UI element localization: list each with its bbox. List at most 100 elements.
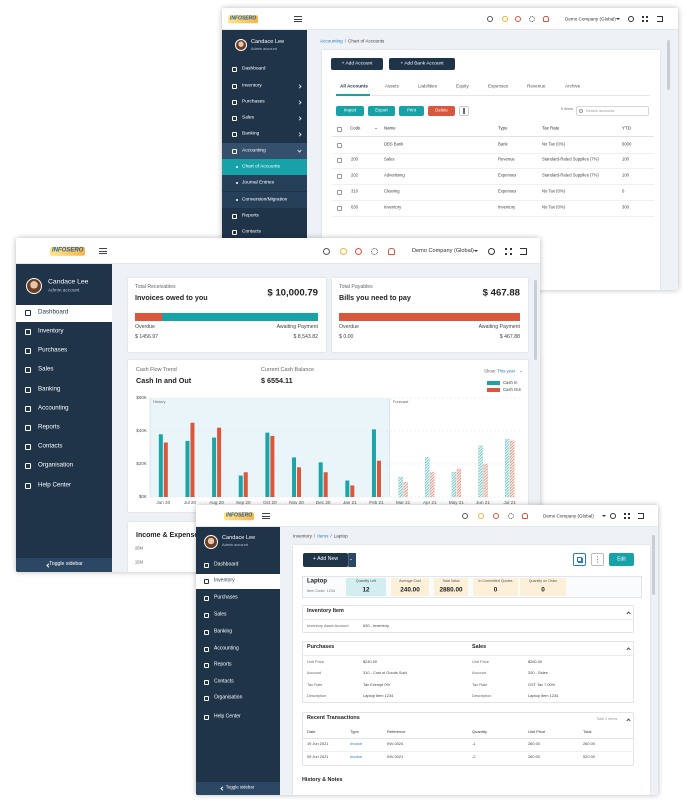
grid-icon[interactable] (504, 247, 512, 255)
action-button-label[interactable]: Import (343, 107, 357, 113)
copy-button[interactable] (573, 553, 586, 566)
menu-item[interactable]: Sales (214, 611, 227, 618)
exit-icon[interactable] (657, 16, 663, 22)
bell-icon[interactable] (543, 16, 549, 22)
exit-icon[interactable] (519, 247, 527, 255)
menu-item[interactable]: Accounting (242, 148, 266, 154)
add-bank-account-button[interactable] (389, 58, 455, 70)
menu-toggle[interactable] (262, 513, 270, 519)
menu-item[interactable]: Help Center (38, 481, 72, 489)
transaction-type-link[interactable]: Invoice (350, 740, 363, 746)
amber-icon[interactable] (478, 513, 484, 519)
menu-item[interactable]: Reports (242, 213, 259, 219)
column-header[interactable]: Type (498, 125, 508, 131)
sidebar-toggle[interactable]: Toggle sidebar (225, 784, 255, 790)
gear-icon[interactable] (529, 16, 535, 22)
menu-item[interactable]: Banking (38, 385, 61, 393)
menu-toggle[interactable] (99, 248, 107, 254)
sidebar-toggle-bar[interactable] (196, 781, 280, 795)
breadcrumb-item[interactable]: Accounting (320, 38, 343, 44)
column-header[interactable]: Name (384, 125, 396, 131)
menu-item[interactable]: Reports (214, 661, 232, 668)
search-icon[interactable] (322, 247, 330, 255)
company-switcher[interactable]: Demo Company (Global) (412, 247, 474, 254)
tab[interactable]: Revenue (527, 83, 546, 89)
menu-item[interactable]: Organisation (214, 694, 243, 701)
menu-item-bg[interactable] (16, 304, 112, 322)
add-account-button[interactable] (331, 58, 383, 70)
menu-item[interactable]: Help Center (214, 713, 241, 720)
action-button-label[interactable]: Export (375, 107, 388, 113)
menu-item[interactable]: Chart of Accounts (242, 164, 280, 170)
menu-item[interactable]: Accounting (214, 645, 239, 652)
grid-icon[interactable] (642, 16, 648, 22)
period-select[interactable]: This year (497, 368, 516, 374)
menu-item[interactable]: Reports (38, 423, 60, 431)
menu-item-bg[interactable] (222, 174, 307, 192)
red-icon[interactable] (493, 513, 499, 519)
menu-item[interactable]: Dashboard (38, 308, 69, 316)
menu-item[interactable]: Sales (38, 365, 54, 373)
menu-item[interactable]: Purchases (214, 594, 238, 601)
menu-item-bg[interactable] (222, 191, 307, 209)
add-bank-account-button-label[interactable]: + Add Bank Account (400, 61, 444, 67)
action-button[interactable] (368, 106, 395, 116)
menu-item[interactable]: Accounting (38, 404, 69, 412)
menu-item-bg[interactable] (222, 158, 307, 176)
globe-icon[interactable] (628, 16, 634, 22)
menu-item[interactable]: Inventory (242, 83, 262, 89)
exit-icon[interactable] (638, 513, 644, 519)
breadcrumb-item[interactable]: Chart of Accounts (348, 38, 385, 44)
breadcrumb-item[interactable]: Items (317, 533, 329, 539)
bell-icon[interactable] (387, 247, 395, 255)
menu-item[interactable]: Banking (242, 131, 260, 137)
menu-item[interactable]: Purchases (242, 99, 265, 105)
grid-icon[interactable] (624, 513, 630, 519)
action-button-label[interactable]: Print (407, 107, 416, 113)
company-switcher[interactable]: Demo Company (Global) (565, 16, 616, 22)
menu-item[interactable]: Journal Entries (242, 180, 274, 186)
red-icon[interactable] (354, 247, 362, 255)
menu-item[interactable]: Conversion/Migration (242, 197, 288, 203)
menu-toggle[interactable] (294, 16, 302, 22)
bell-icon[interactable] (522, 513, 528, 519)
menu-item[interactable]: Dashboard (214, 561, 239, 568)
checkbox[interactable] (336, 205, 342, 211)
edit-button-label[interactable]: Edit (617, 555, 626, 562)
collapse-icon[interactable] (625, 610, 631, 616)
menu-item[interactable]: Sales (242, 115, 254, 121)
tab[interactable]: Archive (565, 83, 581, 89)
action-button-label[interactable]: Delete (435, 107, 448, 113)
action-button[interactable] (336, 106, 364, 116)
gear-icon[interactable] (370, 247, 378, 255)
tab[interactable]: Liabilities (418, 83, 437, 89)
globe-icon[interactable] (610, 513, 616, 519)
breadcrumb-item[interactable]: Laptop (333, 533, 348, 539)
gear-icon[interactable] (508, 513, 514, 519)
column-header[interactable]: Tax Rate (542, 125, 560, 131)
edit-button[interactable] (609, 553, 634, 566)
sidebar-toggle[interactable]: Toggle sidebar (49, 561, 83, 568)
menu-item[interactable]: Inventory (38, 327, 64, 335)
search-box[interactable] (576, 106, 649, 116)
tab[interactable]: Equity (456, 83, 469, 89)
company-switcher[interactable]: Demo Company (Global) (543, 513, 594, 519)
add-new-button-label[interactable]: + Add New (312, 556, 339, 563)
collapse-icon[interactable] (625, 646, 631, 652)
more-button[interactable] (591, 553, 604, 566)
globe-icon[interactable] (487, 247, 495, 255)
transaction-type-link[interactable]: Invoice (350, 753, 363, 759)
tab[interactable]: All Accounts (340, 83, 368, 89)
red-icon[interactable] (515, 16, 521, 22)
menu-item[interactable]: Contacts (214, 678, 234, 685)
action-button[interactable] (428, 106, 455, 116)
tab[interactable]: Assets (385, 83, 399, 89)
column-header[interactable]: Code (350, 125, 361, 131)
menu-item[interactable]: Organisation (38, 461, 74, 469)
checkbox[interactable] (336, 189, 342, 195)
amber-icon[interactable] (339, 247, 347, 255)
add-account-button-label[interactable]: + Add Account (341, 61, 373, 67)
amber-icon[interactable] (502, 16, 508, 22)
action-button[interactable] (399, 106, 424, 116)
menu-item-bg[interactable] (196, 573, 280, 589)
